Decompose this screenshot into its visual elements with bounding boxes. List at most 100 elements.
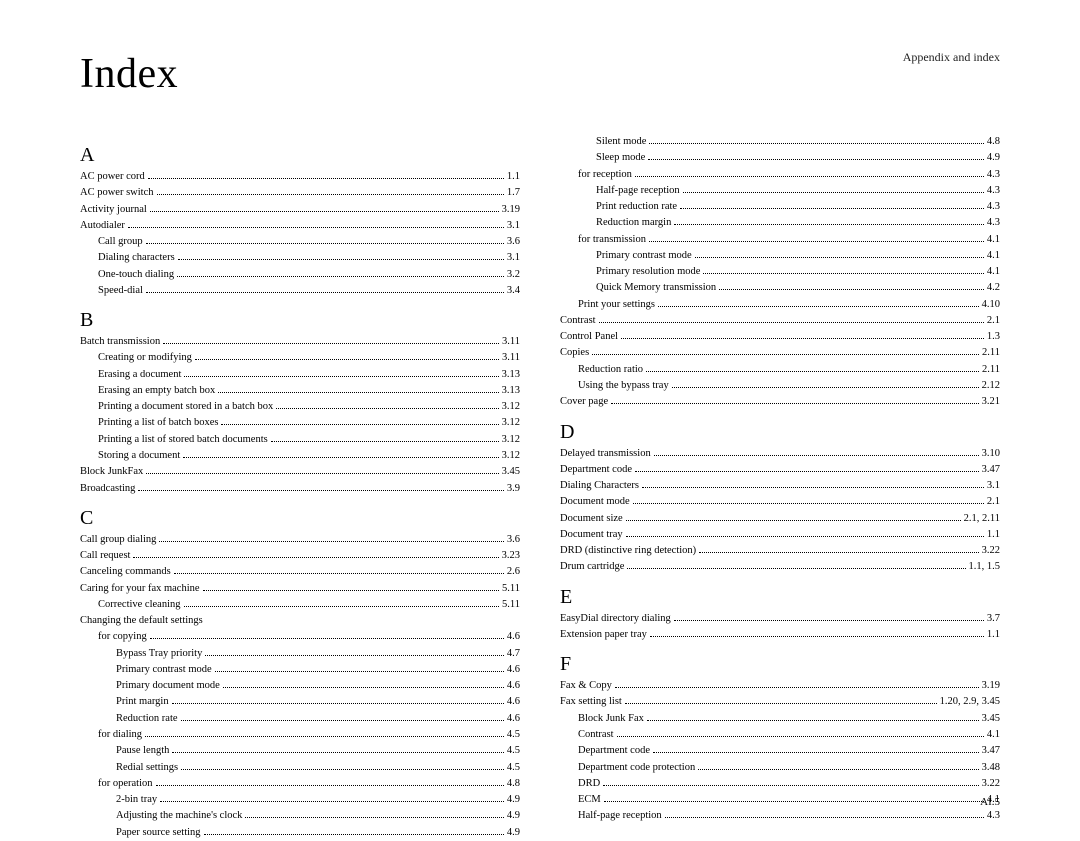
leader-dots (223, 687, 504, 688)
index-entry: Print reduction rate4.3 (560, 199, 1000, 215)
index-entry-page: 3.13 (502, 383, 520, 399)
index-entry-label: for reception (578, 167, 632, 183)
index-entry-page: 4.5 (507, 760, 520, 776)
index-entry-label: Sleep mode (596, 150, 645, 166)
index-entry-page: 4.7 (507, 646, 520, 662)
index-entry: Contrast 4.1 (560, 727, 1000, 743)
index-entry-page: 3.19 (982, 678, 1000, 694)
index-entry-label: Changing the default settings (80, 613, 203, 629)
index-entry-label: Cover page (560, 394, 608, 410)
index-entry-label: Broadcasting (80, 481, 135, 497)
index-entry: Primary contrast mode4.6 (80, 662, 520, 678)
index-entry-label: Creating or modifying (98, 350, 192, 366)
index-entry-page: 3.48 (982, 760, 1000, 776)
index-entry-label: Contrast (578, 727, 614, 743)
index-entry-label: Block Junk Fax (578, 711, 644, 727)
index-entry: DRD3.22 (560, 776, 1000, 792)
leader-dots (626, 520, 961, 521)
index-entry-label: Dialing Characters (560, 478, 639, 494)
index-page: Appendix and index Index AAC power cord1… (0, 0, 1080, 834)
index-entry-label: Primary resolution mode (596, 264, 700, 280)
index-entry: Extension paper tray1.1 (560, 627, 1000, 643)
index-entry: for transmission4.1 (560, 232, 1000, 248)
index-entry: Department code3.47 (560, 462, 1000, 478)
index-entry: Batch transmission3.11 (80, 334, 520, 350)
leader-dots (146, 292, 504, 293)
index-entry-page: 2.11 (982, 345, 1000, 361)
column-right: Silent mode4.8Sleep mode4.9for reception… (560, 134, 1000, 841)
index-entry: Dialing characters3.1 (80, 250, 520, 266)
leader-dots (604, 801, 984, 802)
index-entry: Reduction ratio2.11 (560, 362, 1000, 378)
leader-dots (174, 573, 504, 574)
index-entry: Changing the default settings (80, 613, 520, 629)
index-entry-label: Reduction rate (116, 711, 178, 727)
index-entry: Storing a document3.12 (80, 448, 520, 464)
index-entry-page: 3.12 (502, 399, 520, 415)
index-entry: Printing a document stored in a batch bo… (80, 399, 520, 415)
index-entry: Redial settings4.5 (80, 760, 520, 776)
index-entry-page: 5.11 (502, 597, 520, 613)
index-entry-label: Department code protection (578, 760, 695, 776)
index-entry-page: 3.47 (982, 462, 1000, 478)
index-entry-label: Primary document mode (116, 678, 220, 694)
index-entry: Block Junk Fax3.45 (560, 711, 1000, 727)
index-entry-page: 3.47 (982, 743, 1000, 759)
index-entry-page: 3.1 (987, 478, 1000, 494)
index-entry-page: 1.7 (507, 185, 520, 201)
index-entry-page: 4.1 (987, 727, 1000, 743)
index-entry-page: 3.6 (507, 234, 520, 250)
leader-dots (649, 241, 984, 242)
index-entry-label: Document tray (560, 527, 623, 543)
section-letter: F (560, 653, 1000, 676)
index-entry-page: 3.45 (502, 464, 520, 480)
index-entry-label: EasyDial directory dialing (560, 611, 671, 627)
index-entry-label: One-touch dialing (98, 267, 174, 283)
leader-dots (635, 471, 979, 472)
index-entry-page: 4.1 (987, 232, 1000, 248)
index-entry: Printing a list of stored batch document… (80, 432, 520, 448)
leader-dots (653, 752, 979, 753)
index-entry: Sleep mode 4.9 (560, 150, 1000, 166)
index-entry: for dialing4.5 (80, 727, 520, 743)
index-entry-label: Storing a document (98, 448, 180, 464)
index-entry-page: 4.3 (987, 167, 1000, 183)
index-entry-label: AC power switch (80, 185, 154, 201)
leader-dots (133, 557, 498, 558)
index-entry-page: 4.9 (987, 150, 1000, 166)
index-entry: Contrast2.1 (560, 313, 1000, 329)
leader-dots (603, 785, 978, 786)
index-entry-page: 1.3 (987, 329, 1000, 345)
index-entry-label: Printing a list of batch boxes (98, 415, 218, 431)
index-entry-label: Print your settings (578, 297, 655, 313)
leader-dots (615, 687, 979, 688)
index-entry: Delayed transmission3.10 (560, 446, 1000, 462)
index-entry-label: Corrective cleaning (98, 597, 181, 613)
index-entry-label: DRD (distinctive ring detection) (560, 543, 696, 559)
leader-dots (648, 159, 984, 160)
leader-dots (146, 473, 498, 474)
leader-dots (672, 387, 979, 388)
index-entry-page: 3.1 (507, 218, 520, 234)
index-entry: Document tray1.1 (560, 527, 1000, 543)
index-entry-label: Copies (560, 345, 589, 361)
index-entry-page: 4.8 (507, 776, 520, 792)
leader-dots (625, 703, 937, 704)
index-entry: Adjusting the machine's clock4.9 (80, 808, 520, 824)
index-entry-label: Printing a document stored in a batch bo… (98, 399, 273, 415)
index-entry: Department code protection 3.48 (560, 760, 1000, 776)
index-entry: Using the bypass tray2.12 (560, 378, 1000, 394)
index-entry: Pause length4.5 (80, 743, 520, 759)
leader-dots (649, 143, 983, 144)
leader-dots (172, 752, 504, 753)
leader-dots (680, 208, 984, 209)
index-entry-page: 4.6 (507, 629, 520, 645)
index-entry-page: 2.12 (982, 378, 1000, 394)
index-entry: Speed-dial3.4 (80, 283, 520, 299)
index-entry-label: Fax & Copy (560, 678, 612, 694)
leader-dots (159, 541, 503, 542)
leader-dots (177, 276, 504, 277)
leader-dots (276, 408, 498, 409)
index-entry-label: Silent mode (596, 134, 646, 150)
leader-dots (642, 487, 984, 488)
